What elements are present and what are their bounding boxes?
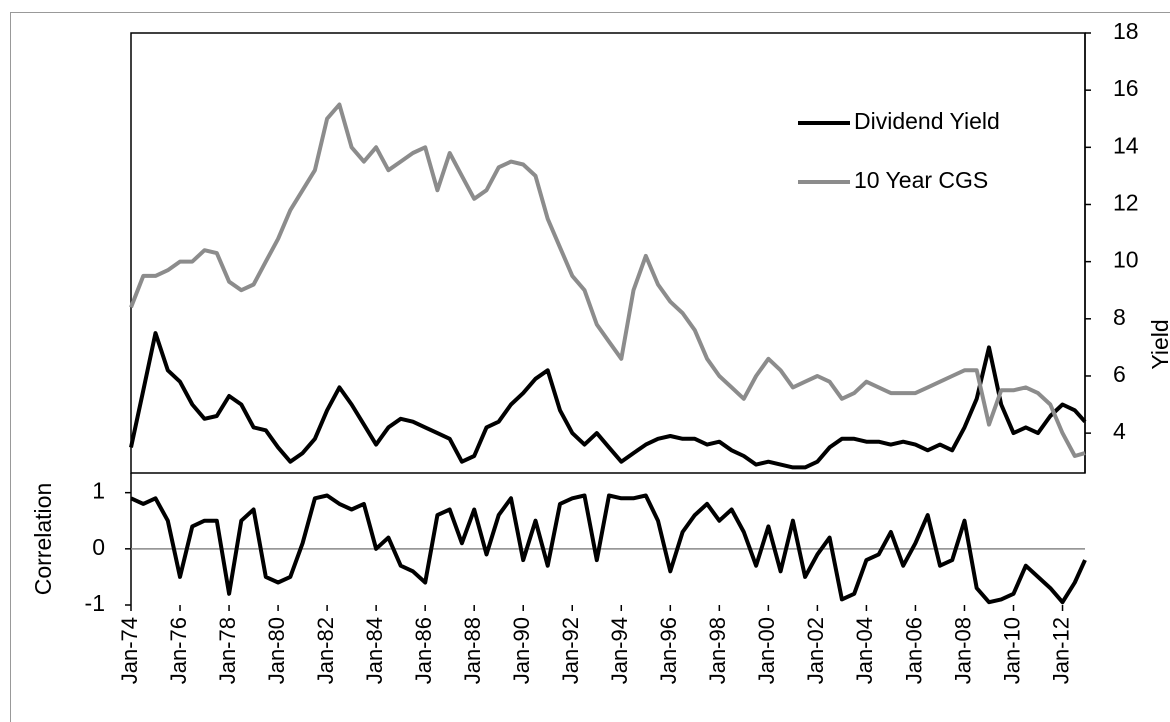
- x-tick-label: Jan-86: [411, 617, 436, 684]
- y-tick-label: -1: [85, 590, 105, 616]
- x-tick-label: Jan-94: [607, 617, 632, 684]
- legend-label: Dividend Yield: [854, 108, 1000, 134]
- y-tick-label: 12: [1113, 190, 1139, 216]
- x-tick-label: Jan-78: [215, 617, 240, 684]
- x-tick-label: Jan-00: [754, 617, 779, 684]
- y-axis-label: Yield: [1147, 319, 1170, 369]
- y-axis-label: Correlation: [30, 483, 56, 596]
- frame: [10, 12, 1170, 722]
- x-tick-label: Jan-02: [803, 617, 828, 684]
- y-tick-label: 6: [1113, 361, 1126, 387]
- x-tick-label: Jan-88: [460, 617, 485, 684]
- x-tick-label: Jan-76: [166, 617, 191, 684]
- y-tick-label: 10: [1113, 247, 1139, 273]
- y-tick-label: 14: [1113, 132, 1139, 158]
- x-tick-label: Jan-12: [1048, 617, 1073, 684]
- x-tick-label: Jan-08: [950, 617, 975, 684]
- x-tick-label: Jan-82: [313, 617, 338, 684]
- x-tick-label: Jan-98: [705, 617, 730, 684]
- series-line: [129, 102, 1086, 458]
- x-tick-label: Jan-96: [656, 617, 681, 684]
- y-tick-label: 0: [92, 534, 105, 560]
- y-tick-label: 1: [92, 478, 105, 504]
- x-tick-label: Jan-92: [558, 617, 583, 684]
- y-tick-label: 4: [1113, 418, 1126, 444]
- y-tick-label: 18: [1113, 18, 1139, 44]
- plot-frame: [130, 32, 1086, 474]
- legend-label: 10 Year CGS: [854, 167, 988, 193]
- x-tick-label: Jan-74: [117, 617, 142, 684]
- x-tick-label: Jan-84: [362, 617, 387, 684]
- y-tick-label: 8: [1113, 304, 1126, 330]
- x-tick-label: Jan-04: [852, 617, 877, 684]
- series-line: [130, 493, 1087, 605]
- y-tick-label: 16: [1113, 75, 1139, 101]
- x-tick-label: Jan-80: [264, 617, 289, 684]
- x-tick-label: Jan-10: [999, 617, 1024, 684]
- x-tick-label: Jan-90: [509, 617, 534, 684]
- x-tick-label: Jan-06: [901, 617, 926, 684]
- series-line: [129, 331, 1087, 470]
